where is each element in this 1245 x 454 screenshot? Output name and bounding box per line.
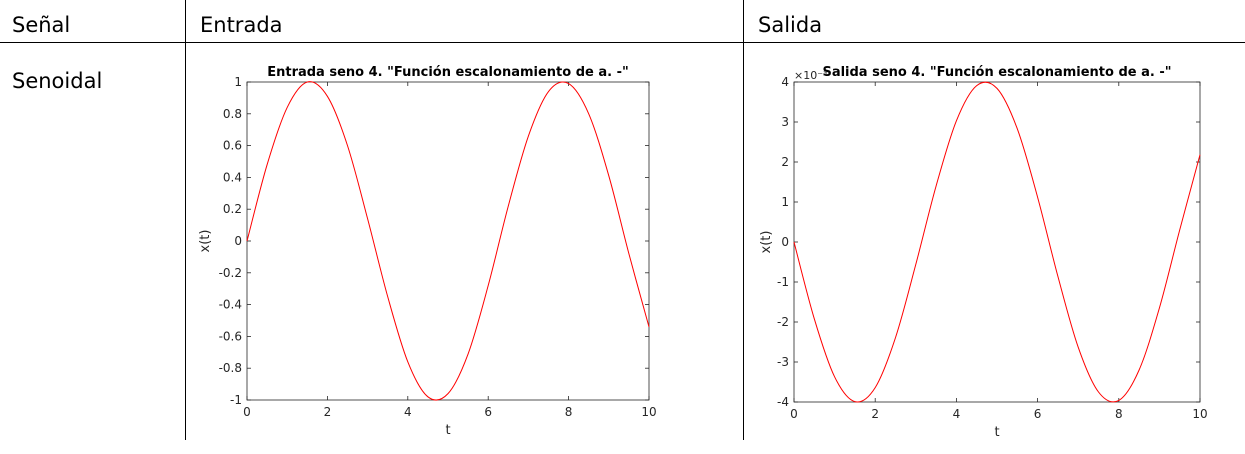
y-tick-label: 1 (234, 75, 242, 89)
y-axis-label: x(t) (198, 230, 213, 253)
column-divider-1 (185, 0, 186, 440)
x-tick-label: 6 (1034, 407, 1042, 421)
x-tick-label: 6 (484, 405, 492, 419)
x-tick-label: 2 (871, 407, 879, 421)
y-tick-label: -4 (777, 395, 789, 409)
y-tick-label: -1 (230, 393, 242, 407)
x-tick-label: 4 (404, 405, 412, 419)
y-tick-label: 0 (234, 234, 242, 248)
y-tick-label: 3 (781, 115, 789, 129)
y-tick-label: 2 (781, 155, 789, 169)
y-tick-label: -2 (777, 315, 789, 329)
x-tick-label: 0 (790, 407, 798, 421)
x-axis-label: t (445, 423, 450, 438)
y-axis-multiplier: ×10⁻³ (794, 69, 827, 82)
x-axis-label: t (994, 425, 999, 440)
series-line (793, 81, 1201, 403)
row-label-senoidal: Senoidal (12, 69, 103, 93)
header-divider (0, 42, 1245, 43)
chart-title: Entrada seno 4. "Función escalonamiento … (267, 65, 629, 80)
header-entrada: Entrada (200, 13, 283, 37)
x-tick-label: 8 (1115, 407, 1123, 421)
series-line (246, 81, 650, 401)
y-tick-label: 0.6 (223, 139, 242, 153)
y-tick-label: -1 (777, 275, 789, 289)
input-chart: Entrada seno 4. "Función escalonamiento … (198, 65, 657, 438)
x-tick-label: 2 (324, 405, 332, 419)
y-tick-label: 0.2 (223, 202, 242, 216)
y-tick-label: -3 (777, 355, 789, 369)
x-tick-label: 8 (565, 405, 573, 419)
y-tick-label: -0.4 (219, 298, 242, 312)
x-tick-label: 10 (641, 405, 656, 419)
x-tick-label: 0 (243, 405, 251, 419)
plot-area-frame (246, 81, 650, 401)
y-tick-label: 0.8 (223, 107, 242, 121)
x-tick-label: 10 (1192, 407, 1207, 421)
x-tick-label: 4 (953, 407, 961, 421)
y-tick-label: 0 (781, 235, 789, 249)
header-salida: Salida (758, 13, 823, 37)
y-tick-label: -0.2 (219, 266, 242, 280)
y-tick-label: -0.8 (219, 361, 242, 375)
y-tick-label: 1 (781, 195, 789, 209)
column-divider-2 (743, 0, 744, 440)
y-tick-label: 0.4 (223, 170, 242, 184)
header-senal: Señal (12, 13, 71, 37)
chart-title: Salida seno 4. "Función escalonamiento d… (822, 65, 1171, 80)
y-axis-label: x(t) (759, 231, 774, 254)
y-tick-label: -0.6 (219, 329, 242, 343)
output-chart: Salida seno 4. "Función escalonamiento d… (759, 65, 1208, 440)
y-tick-label: 4 (781, 75, 789, 89)
plot-area-frame (793, 81, 1201, 403)
